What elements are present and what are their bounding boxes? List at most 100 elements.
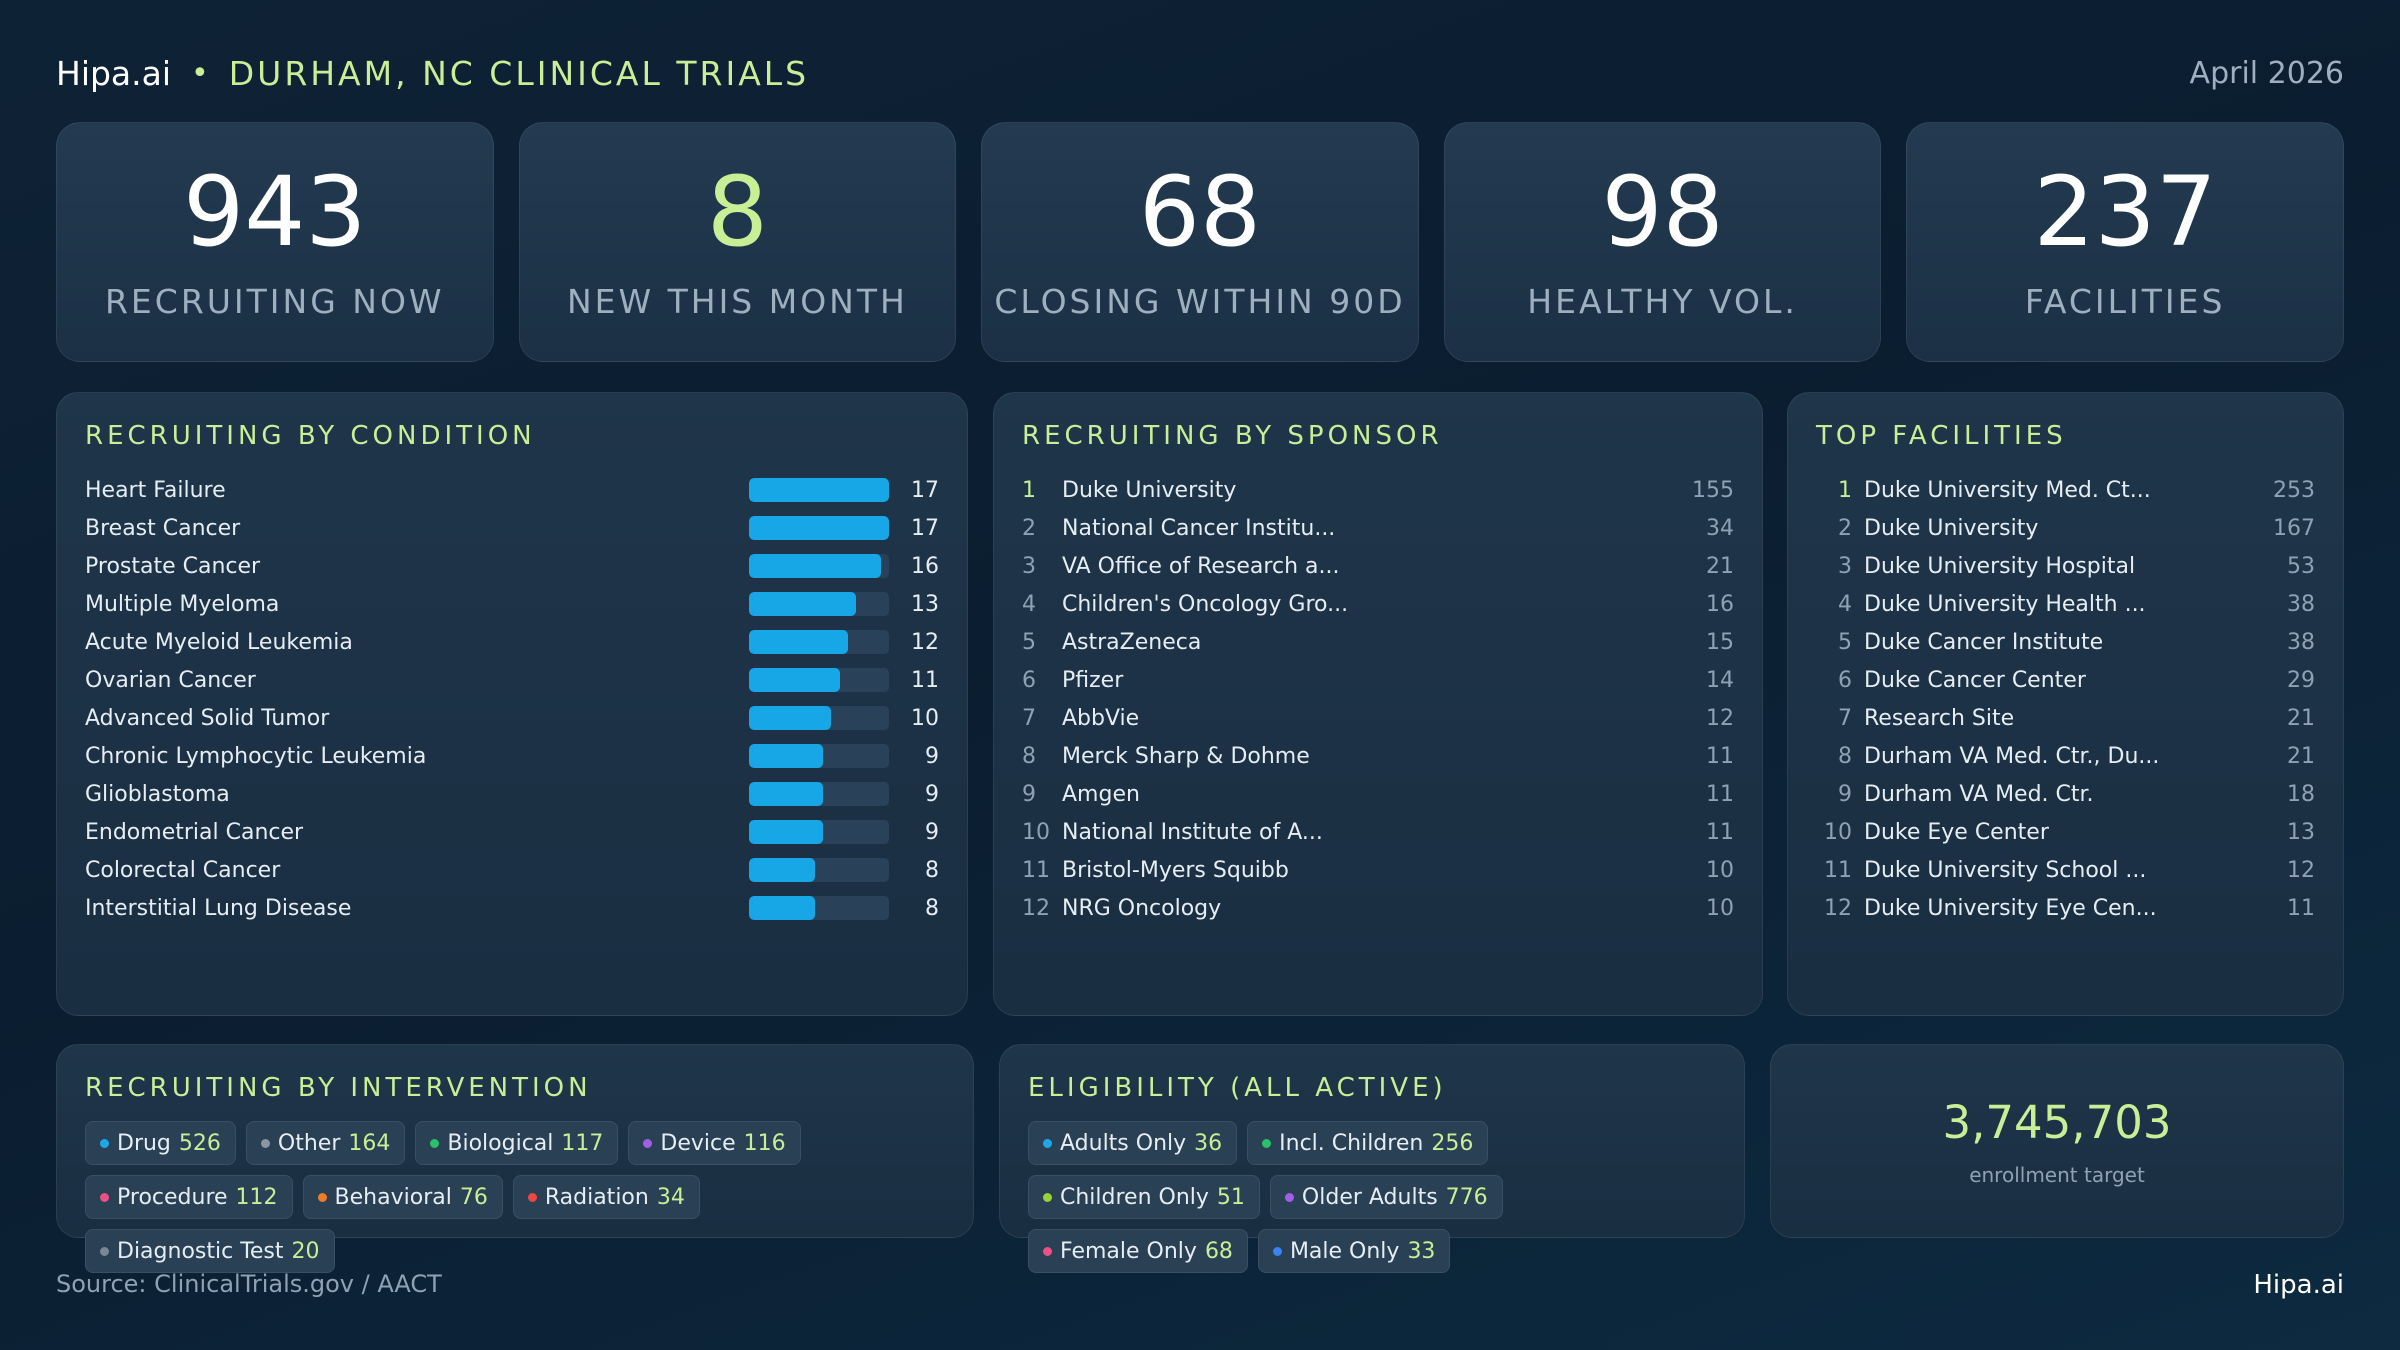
rank-number: 5 xyxy=(1838,629,1852,655)
condition-row[interactable]: Multiple Myeloma 13 xyxy=(85,585,939,623)
facility-row[interactable]: 6 Duke Cancer Center 29 xyxy=(1816,661,2315,699)
facility-row[interactable]: 1 Duke University Med. Ct... 253 xyxy=(1816,471,2315,509)
brand-logo: Hipa.ai xyxy=(56,53,172,93)
sponsor-row-count: 14 xyxy=(1706,667,1734,693)
sponsor-row-count: 155 xyxy=(1692,477,1734,503)
color-dot-icon xyxy=(1262,1138,1272,1148)
sponsor-row[interactable]: 5 AstraZeneca 15 xyxy=(1022,623,1734,661)
rank-number: 11 xyxy=(1022,857,1050,883)
rank-number: 7 xyxy=(1838,705,1852,731)
sponsor-row[interactable]: 11 Bristol-Myers Squibb 10 xyxy=(1022,851,1734,889)
intervention-chip[interactable]: Biological 117 xyxy=(415,1121,619,1165)
intervention-chip-value: 164 xyxy=(348,1130,391,1156)
condition-bar-fill xyxy=(749,744,824,768)
facility-row[interactable]: 10 Duke Eye Center 13 xyxy=(1816,813,2315,851)
intervention-chip-label: Biological xyxy=(447,1130,554,1156)
eligibility-chip[interactable]: Female Only 68 xyxy=(1028,1229,1248,1273)
condition-row[interactable]: Chronic Lymphocytic Leukemia 9 xyxy=(85,737,939,775)
facility-row[interactable]: 5 Duke Cancer Institute 38 xyxy=(1816,623,2315,661)
intervention-chip[interactable]: Other 164 xyxy=(245,1121,406,1165)
sponsor-row[interactable]: 10 National Institute of A... 11 xyxy=(1022,813,1734,851)
rank-number: 10 xyxy=(1022,819,1050,845)
facility-row[interactable]: 3 Duke University Hospital 53 xyxy=(1816,547,2315,585)
facility-row-name: Duke University Hospital xyxy=(1864,553,2136,579)
intervention-chip[interactable]: Radiation 34 xyxy=(512,1175,700,1219)
kpi-card-healthy: 98 HEALTHY VOL. xyxy=(1443,122,1882,362)
rank-number: 12 xyxy=(1022,895,1050,921)
condition-bar-track xyxy=(749,858,889,882)
facility-row[interactable]: 7 Research Site 21 xyxy=(1816,699,2315,737)
panel-title: RECRUITING BY SPONSOR xyxy=(1022,421,1443,451)
eligibility-chip[interactable]: Incl. Children 256 xyxy=(1247,1121,1489,1165)
condition-count: 16 xyxy=(911,553,939,579)
condition-count: 17 xyxy=(911,477,939,503)
condition-row[interactable]: Advanced Solid Tumor 10 xyxy=(85,699,939,737)
facility-row[interactable]: 9 Durham VA Med. Ctr. 18 xyxy=(1816,775,2315,813)
color-dot-icon xyxy=(100,1246,109,1256)
condition-row[interactable]: Heart Failure 17 xyxy=(85,471,939,509)
condition-row[interactable]: Breast Cancer 17 xyxy=(85,509,939,547)
condition-bar-track xyxy=(749,630,889,654)
condition-bar-track xyxy=(749,782,889,806)
source-note: Source: ClinicalTrials.gov / AACT xyxy=(56,1270,442,1298)
facility-row[interactable]: 2 Duke University 167 xyxy=(1816,509,2315,547)
sponsor-row[interactable]: 7 AbbVie 12 xyxy=(1022,699,1734,737)
sponsors-panel: RECRUITING BY SPONSOR 1 Duke University 15… xyxy=(993,392,1763,1016)
color-dot-icon xyxy=(643,1138,653,1148)
sponsor-row[interactable]: 6 Pfizer 14 xyxy=(1022,661,1734,699)
condition-row[interactable]: Prostate Cancer 16 xyxy=(85,547,939,585)
sponsor-row-name: NRG Oncology xyxy=(1062,895,1222,921)
intervention-chip[interactable]: Diagnostic Test 20 xyxy=(85,1229,335,1273)
facility-row-name: Durham VA Med. Ctr. xyxy=(1864,781,2094,807)
condition-bar-track xyxy=(749,706,889,730)
kpi-label: FACILITIES xyxy=(2024,281,2226,321)
eligibility-chip-label: Children Only xyxy=(1060,1184,1209,1210)
eligibility-chip[interactable]: Older Adults 776 xyxy=(1269,1175,1503,1219)
rank-number: 9 xyxy=(1022,781,1036,807)
condition-row[interactable]: Colorectal Cancer 8 xyxy=(85,851,939,889)
condition-name: Multiple Myeloma xyxy=(85,591,280,617)
sponsor-row[interactable]: 4 Children's Oncology Gro... 16 xyxy=(1022,585,1734,623)
intervention-chip[interactable]: Behavioral 76 xyxy=(302,1175,503,1219)
facility-row[interactable]: 4 Duke University Health ... 38 xyxy=(1816,585,2315,623)
sponsor-row-name: Amgen xyxy=(1062,781,1140,807)
condition-name: Prostate Cancer xyxy=(85,553,261,579)
rank-number: 3 xyxy=(1022,553,1036,579)
condition-row[interactable]: Glioblastoma 9 xyxy=(85,775,939,813)
sponsor-row[interactable]: 1 Duke University 155 xyxy=(1022,471,1734,509)
facility-row[interactable]: 11 Duke University School ... 12 xyxy=(1816,851,2315,889)
eligibility-chip-value: 36 xyxy=(1194,1130,1223,1156)
eligibility-chip[interactable]: Male Only 33 xyxy=(1257,1229,1451,1273)
eligibility-chip-value: 51 xyxy=(1216,1184,1245,1210)
kpi-value: 943 xyxy=(183,155,367,268)
sponsor-row[interactable]: 3 VA Office of Research a... 21 xyxy=(1022,547,1734,585)
sponsor-row-count: 12 xyxy=(1706,705,1734,731)
sponsor-row-name: National Institute of A... xyxy=(1062,819,1323,845)
facility-row-name: Durham VA Med. Ctr., Du... xyxy=(1864,743,2160,769)
condition-bar-fill xyxy=(749,592,857,616)
intervention-chip[interactable]: Device 116 xyxy=(628,1121,801,1165)
facilities-panel: TOP FACILITIES 1 Duke University Med. Ct.… xyxy=(1787,392,2344,1016)
sponsor-row[interactable]: 12 NRG Oncology 10 xyxy=(1022,889,1734,927)
interventions-chips: Drug 526 Other 164 Biological 117 Device 116 Pro… xyxy=(85,1121,953,1273)
eligibility-chip[interactable]: Adults Only 36 xyxy=(1028,1121,1238,1165)
rank-number: 1 xyxy=(1022,477,1036,503)
condition-row[interactable]: Ovarian Cancer 11 xyxy=(85,661,939,699)
facility-row[interactable]: 8 Durham VA Med. Ctr., Du... 21 xyxy=(1816,737,2315,775)
color-dot-icon xyxy=(100,1138,109,1148)
sponsor-row[interactable]: 8 Merck Sharp & Dohme 11 xyxy=(1022,737,1734,775)
facility-row[interactable]: 12 Duke University Eye Cen... 11 xyxy=(1816,889,2315,927)
eligibility-chip[interactable]: Children Only 51 xyxy=(1028,1175,1260,1219)
kpi-value: 68 xyxy=(1138,155,1262,268)
sponsor-row-count: 10 xyxy=(1706,857,1734,883)
condition-row[interactable]: Endometrial Cancer 9 xyxy=(85,813,939,851)
intervention-chip[interactable]: Drug 526 xyxy=(85,1121,236,1165)
sponsor-row[interactable]: 9 Amgen 11 xyxy=(1022,775,1734,813)
intervention-chip[interactable]: Procedure 112 xyxy=(85,1175,293,1219)
header-separator-dot: • xyxy=(191,55,209,91)
condition-row[interactable]: Interstitial Lung Disease 8 xyxy=(85,889,939,927)
facility-row-count: 18 xyxy=(2287,781,2315,807)
condition-row[interactable]: Acute Myeloid Leukemia 12 xyxy=(85,623,939,661)
sponsor-row[interactable]: 2 National Cancer Institu... 34 xyxy=(1022,509,1734,547)
enrollment-target-label: enrollment target xyxy=(1969,1162,2145,1187)
